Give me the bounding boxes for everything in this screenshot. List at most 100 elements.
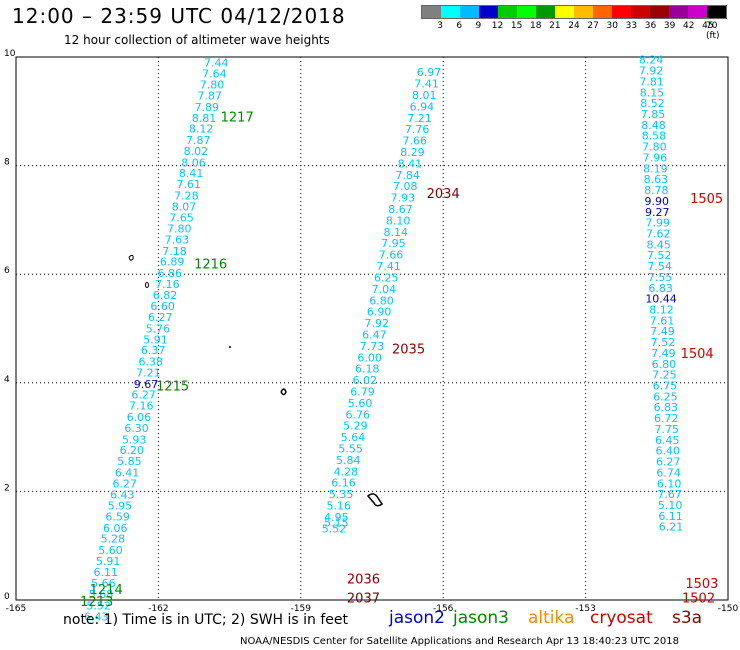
x-tick-label: -153 (575, 604, 595, 614)
legend-label: 3 (437, 21, 443, 31)
wave-height-value: 5.68 (89, 588, 114, 601)
wave-height-value: 9.27 (645, 206, 670, 219)
pass-time-label: 2035 (392, 343, 425, 358)
wave-height-value: 7.08 (393, 180, 418, 193)
wave-height-value: 7.44 (204, 56, 229, 69)
wave-height-value: 6.83 (648, 282, 673, 295)
pass-time-label: 1502 (682, 591, 715, 606)
wave-height-value: 6.27 (131, 389, 156, 402)
wave-height-value: 8.02 (184, 145, 209, 158)
wave-height-value: 6.94 (410, 100, 435, 113)
wave-height-value: 8.15 (640, 86, 665, 99)
wave-height-value: 6.72 (654, 412, 679, 425)
wave-height-value: 7.66 (379, 249, 404, 262)
wave-height-value: 7.63 (165, 233, 190, 246)
wave-height-value: 5.93 (122, 433, 147, 446)
page-title: 12:00 – 23:59 UTC 04/12/2018 (12, 4, 346, 28)
wave-height-value: 7.65 (169, 212, 194, 225)
wave-height-value: 10.44 (645, 293, 677, 306)
legend-swatch (612, 6, 631, 18)
legend-swatch (707, 6, 726, 18)
wave-height-value: 7.99 (645, 217, 670, 230)
wave-height-value: 6.30 (124, 422, 149, 435)
satellite-s3a: s3a (672, 608, 703, 628)
wave-height-value: 7.92 (639, 65, 664, 78)
wave-height-value: 8.07 (172, 200, 197, 213)
legend-label: 33 (625, 21, 638, 31)
wave-height-value: 6.16 (331, 477, 356, 490)
wave-height-value: 8.24 (639, 54, 664, 67)
wave-height-value: 5.91 (96, 555, 121, 568)
legend-label: 6 (456, 21, 463, 31)
footer-note: note: 1) Time is in UTC; 2) SWH is in fe… (63, 612, 349, 628)
satellite-altika: altika (528, 608, 575, 628)
wave-height-value: 7.25 (652, 369, 677, 382)
wave-height-value: 7.41 (376, 260, 401, 273)
wave-height-value: 6.80 (369, 294, 394, 307)
y-tick-label: 10 (4, 49, 16, 59)
wave-height-value: 6.80 (652, 358, 677, 371)
wave-height-value: 7.41 (414, 78, 439, 91)
legend-label: 21 (549, 21, 561, 31)
wave-height-value: 7.52 (651, 336, 676, 349)
wave-height-value: 6.60 (150, 300, 175, 313)
wave-height-value: 7.92 (364, 317, 389, 330)
wave-height-value: 6.10 (657, 477, 682, 490)
x-tick-label: -165 (6, 604, 26, 614)
legend-label: 12 (491, 21, 504, 31)
legend-label: 15 (510, 21, 523, 31)
wave-height-value: 5.91 (143, 333, 168, 346)
legend-swatch (498, 6, 517, 18)
pass-time-label: 1213 (80, 595, 113, 610)
legend-swatch (441, 6, 460, 18)
wave-height-value: 6.97 (417, 66, 442, 79)
wave-height-value: 8.14 (383, 226, 408, 239)
x-tick-label: -156 (433, 604, 454, 614)
wave-height-value: 6.74 (656, 466, 681, 479)
wave-height-value: 9.90 (645, 195, 670, 208)
wave-height-value: 6.11 (658, 510, 683, 523)
pass-time-label: 2037 (347, 591, 380, 606)
wave-height-value: 7.18 (162, 245, 187, 258)
legend-label: 42 (683, 21, 695, 31)
wave-height-value: 6.27 (148, 311, 173, 324)
satellite-jason2: jason2 (389, 608, 445, 628)
island-outline (229, 346, 231, 348)
pass-time-label: 1505 (690, 192, 723, 207)
wave-height-value: 8.63 (644, 173, 669, 186)
wave-height-value: 5.64 (341, 431, 366, 444)
island-outline (280, 388, 287, 396)
legend-swatch (650, 6, 669, 18)
wave-height-value: 7.85 (641, 108, 666, 121)
wave-height-value: 7.80 (167, 223, 192, 236)
wave-height-value: 5.85 (117, 455, 142, 468)
legend-label: 39 (663, 21, 676, 31)
wave-height-value: 5.76 (146, 323, 171, 336)
wave-height-value: 7.93 (391, 192, 416, 205)
wave-height-value: 6.11 (93, 566, 118, 579)
wave-height-value: 5.95 (108, 500, 133, 513)
wave-height-value: 8.67 (388, 203, 413, 216)
wave-height-value: 6.45 (655, 434, 680, 447)
wave-height-value: 7.49 (650, 325, 675, 338)
wave-height-value: 6.76 (346, 408, 371, 421)
wave-height-value: 8.41 (398, 157, 423, 170)
wave-height-value: 6.20 (120, 444, 145, 457)
wave-height-value: 6.47 (362, 328, 387, 341)
satellite-jason3: jason3 (453, 608, 509, 628)
wave-height-value: 7.80 (642, 141, 667, 154)
wave-height-value: 7.61 (650, 314, 675, 327)
wave-height-value: 7.04 (372, 283, 397, 296)
legend-label: 45 (702, 21, 714, 31)
wave-height-value: 5.52 (86, 599, 111, 612)
wave-height-value: 7.75 (655, 423, 680, 436)
pass-time-label: 1214 (90, 583, 123, 598)
wave-height-value: 5.16 (327, 500, 352, 513)
wave-height-value: 7.64 (202, 67, 227, 80)
wave-height-value: 6.06 (103, 522, 128, 535)
wave-height-value: 9.67 (134, 378, 159, 391)
wave-height-value: 8.12 (649, 303, 674, 316)
wave-height-value: 7.67 (657, 488, 682, 501)
wave-height-value: 8.10 (386, 214, 411, 227)
